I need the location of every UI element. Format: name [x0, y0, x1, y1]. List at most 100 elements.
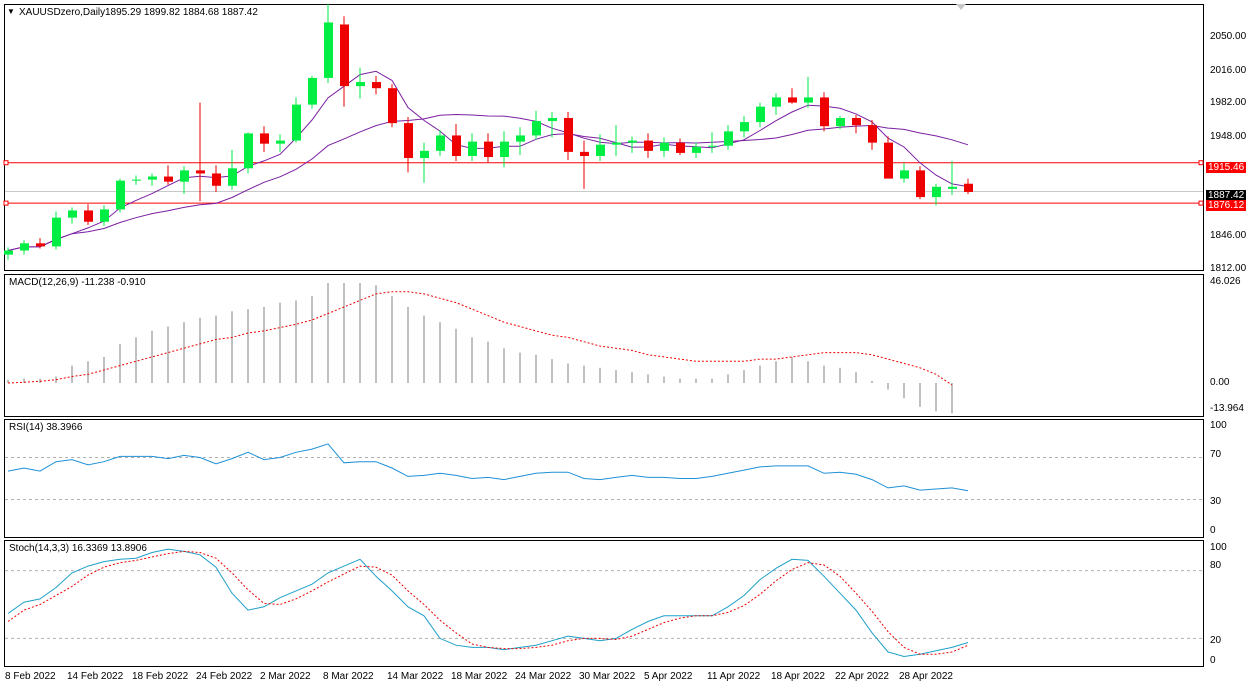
stoch-pane[interactable]	[4, 540, 1204, 667]
price-axis-label: 2050.00	[1210, 31, 1247, 42]
date-axis-label: 28 Apr 2022	[899, 671, 953, 682]
level-anchor-marker	[3, 200, 9, 206]
symbol-label: XAUUSDzero,Daily	[19, 7, 106, 18]
macd-histogram-bar	[615, 369, 617, 383]
macd-histogram-bar	[231, 311, 233, 383]
date-axis-label: 24 Feb 2022	[196, 671, 253, 682]
date-axis-label: 8 Mar 2022	[323, 671, 374, 682]
bull-candle	[356, 82, 365, 87]
bull-candle	[100, 209, 109, 222]
bull-candle	[628, 140, 637, 143]
macd-histogram-bar	[7, 379, 9, 383]
macd-histogram-bar	[343, 283, 345, 383]
bull-candle	[692, 146, 701, 153]
stoch-axis-label: 0	[1210, 655, 1216, 666]
bear-candle	[644, 140, 653, 151]
macd-histogram-bar	[311, 296, 313, 383]
bear-candle	[484, 141, 493, 158]
bear-candle	[820, 97, 829, 127]
symbol-menu-icon[interactable]: ▼	[7, 7, 15, 16]
stoch-signal-line	[7, 550, 969, 655]
bull-candle	[180, 170, 189, 182]
bull-candle	[20, 243, 29, 251]
bear-candle	[212, 173, 221, 186]
stoch-axis-label: 80	[1210, 560, 1222, 571]
bull-candle	[948, 186, 957, 189]
macd-histogram-bar	[279, 302, 281, 383]
date-axis-label: 30 Mar 2022	[579, 671, 636, 682]
bull-candle	[596, 144, 605, 156]
macd-histogram-bar	[423, 315, 425, 383]
macd-histogram-bar	[167, 326, 169, 383]
bear-candle	[36, 243, 45, 247]
level-anchor-marker	[1198, 160, 1204, 166]
rsi-line	[7, 443, 969, 492]
macd-histogram-bar	[855, 372, 857, 383]
macd-histogram-bar	[199, 317, 201, 383]
macd-histogram-bar	[551, 359, 553, 383]
date-axis-label: 5 Apr 2022	[644, 671, 693, 682]
bear-candle	[388, 88, 397, 124]
bull-candle	[804, 97, 813, 103]
bull-candle	[548, 117, 557, 122]
date-axis-label: 24 Mar 2022	[515, 671, 572, 682]
bear-candle	[164, 176, 173, 182]
rsi-axis-label: 100	[1210, 420, 1227, 431]
bull-candle	[52, 217, 61, 247]
macd-histogram-bar	[503, 348, 505, 383]
price-axis-label: 1982.00	[1210, 97, 1247, 108]
macd-series	[7, 283, 953, 414]
macd-histogram-bar	[87, 361, 89, 383]
macd-axis-label: -13.964	[1210, 403, 1244, 414]
macd-histogram-bar	[71, 365, 73, 383]
bull-candle	[4, 250, 13, 255]
macd-histogram-bar	[727, 374, 729, 383]
macd-histogram-bar	[823, 365, 825, 383]
date-axis-label: 14 Feb 2022	[67, 671, 124, 682]
date-axis-label: 11 Apr 2022	[707, 671, 761, 682]
macd-histogram-bar	[439, 322, 441, 383]
bear-candle	[404, 123, 413, 159]
bull-candle	[516, 135, 525, 142]
bull-candle	[932, 186, 941, 198]
macd-histogram-bar	[887, 383, 889, 390]
bull-candle	[468, 141, 477, 156]
macd-histogram-bar	[839, 367, 841, 383]
macd-histogram-bar	[135, 337, 137, 383]
stoch-axis-label: 20	[1210, 635, 1222, 646]
macd-histogram-bar	[807, 361, 809, 383]
stoch-axis-label: 100	[1210, 542, 1227, 553]
macd-signal-line	[7, 291, 953, 386]
main-pane[interactable]	[4, 4, 1204, 271]
bear-candle	[916, 170, 925, 198]
macd-histogram-bar	[759, 365, 761, 383]
rsi-label: RSI(14) 38.3966	[9, 422, 83, 433]
bull-candle	[228, 168, 237, 186]
bull-candle	[276, 140, 285, 144]
bull-candle	[308, 77, 317, 105]
bull-candle	[244, 133, 253, 169]
macd-histogram-bar	[119, 343, 121, 383]
bear-candle	[372, 82, 381, 89]
macd-histogram-bar	[743, 369, 745, 383]
rsi-pane[interactable]	[4, 419, 1204, 538]
macd-histogram-bar	[215, 315, 217, 383]
bull-candle	[740, 122, 749, 132]
date-axis-label: 22 Apr 2022	[835, 671, 889, 682]
bear-candle	[196, 170, 205, 174]
macd-histogram-bar	[183, 322, 185, 383]
bull-candle	[420, 150, 429, 159]
bull-candle	[132, 179, 141, 181]
bear-candle	[868, 125, 877, 143]
macd-histogram-bar	[775, 361, 777, 383]
macd-histogram-bar	[663, 376, 665, 383]
scroll-shift-marker[interactable]	[956, 4, 966, 10]
macd-pane[interactable]	[4, 274, 1204, 417]
date-axis-label: 8 Feb 2022	[5, 671, 56, 682]
bear-candle	[884, 142, 893, 179]
support-price-tag: 1876.12	[1206, 200, 1246, 211]
macd-axis-label: 46.026	[1210, 276, 1241, 287]
macd-histogram-bar	[327, 283, 329, 383]
bull-candle	[836, 117, 845, 127]
